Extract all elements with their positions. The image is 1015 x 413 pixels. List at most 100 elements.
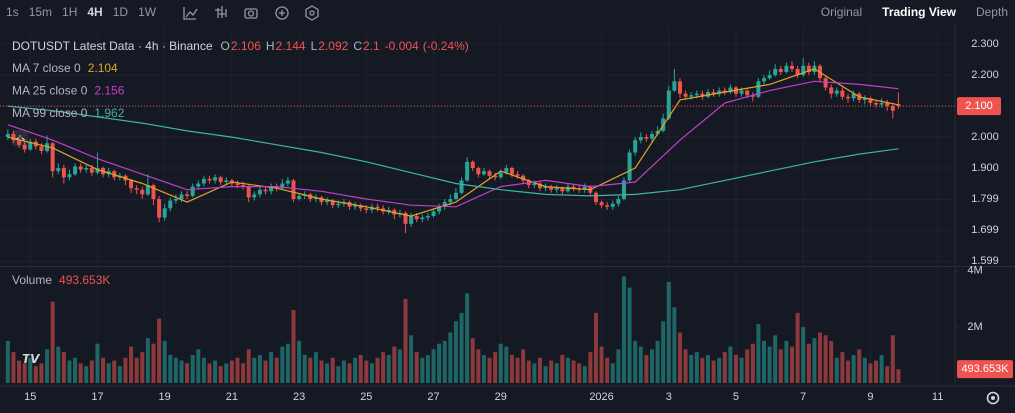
collapse-button[interactable] [12,130,28,146]
screenshot-icon[interactable] [244,8,258,19]
x-tick-label: 27 [427,391,439,403]
interval-button[interactable]: 1H [62,5,77,19]
volume-bar [806,343,811,383]
candle-body [185,194,190,196]
volume-bar [818,332,823,383]
candle-body [179,194,184,200]
chart-title: DOTUSDT Latest Data · 4h · Binance [12,39,213,53]
candle-body [683,93,688,97]
ohlc-label: O [221,39,230,53]
volume-bar [672,307,677,383]
candle-body [50,143,55,172]
collapse-chevron [15,135,25,141]
volume-bar [56,346,61,383]
volume-bar [269,352,274,383]
gear-button[interactable] [986,391,1000,405]
volume-bar [621,276,626,383]
volume-bar [129,346,134,383]
candle-body [711,92,716,94]
add-icon[interactable] [275,6,289,20]
x-tick-label: 11 [932,391,943,403]
volume-bar [644,354,649,383]
interval-button[interactable]: 1W [138,5,157,19]
candle-body [582,186,587,190]
candle-body [140,189,145,195]
volume-bar [890,335,895,383]
candle-body [145,185,150,195]
y-tick-label: 2.000 [971,131,999,143]
volume-bar [823,335,828,383]
volume-bar [521,349,526,383]
interval-button[interactable]: 15m [29,5,52,19]
volume-bar [140,352,145,383]
volume-bar [325,363,330,383]
interval-button[interactable]: 1s [6,5,19,19]
candle-body [162,208,167,218]
view-tab[interactable]: Depth [976,5,1008,19]
candle-body [425,216,430,218]
volume-bar [106,363,111,383]
volume-bar [319,360,324,383]
volume-bar [504,346,509,383]
volume-bar [308,357,313,383]
candle-body [874,102,879,105]
candle-body [151,185,156,200]
volume-bar [302,354,307,383]
volume-bar [711,360,716,383]
volume-bar [537,357,542,383]
candle-body [823,78,828,88]
volume-bar [364,360,369,383]
candle-body [649,133,654,139]
candle-body [61,168,66,178]
x-tick-label: 17 [91,391,103,403]
volume-bars [5,276,901,383]
interval-button[interactable]: 4H [87,5,102,19]
volume-bar [162,340,167,383]
candle-body [689,95,694,97]
ohlc-value: 2.092 [318,39,348,53]
candle-body [470,161,475,169]
volume-bar [868,363,873,383]
ohlc-value: 2.106 [231,39,261,53]
volume-bar [45,349,50,383]
candle-body [627,152,632,181]
candle-body [672,81,677,91]
candle-body [549,186,554,190]
volume-bar [207,363,212,383]
indicator-icon[interactable] [183,7,198,20]
candle-body [610,203,615,207]
candle-body [750,95,755,97]
settings-icon[interactable] [305,5,319,21]
volume-bar [633,340,638,383]
volume-bar [196,349,201,383]
candle-body [437,206,442,212]
candle-body [722,90,727,93]
volume-bar [241,363,246,383]
candle-body [409,216,414,224]
candle-body [28,141,33,150]
volume-bar [778,349,783,383]
add-plus [279,10,285,16]
candle-icon[interactable] [215,6,227,18]
volume-bar [151,343,156,383]
candle-body [453,192,458,200]
volume-bar [257,354,262,383]
ohlc-value: 2.144 [276,39,306,53]
volume-bar [263,360,268,383]
candle-body [274,186,279,189]
candle-body [414,216,419,220]
candle-body [739,90,744,94]
candle-body [633,140,638,153]
view-tab[interactable]: Original [821,5,862,19]
x-tick-label: 25 [360,391,372,403]
volume-bar [700,357,705,383]
volume-bar [509,354,514,383]
candle-body [806,65,811,72]
x-tick-label: 3 [666,391,672,403]
volume-bar [470,338,475,383]
change-percent: (-0.24%) [423,39,469,53]
interval-button[interactable]: 1D [113,5,129,19]
volume-bar [750,343,755,383]
volume-bar [694,352,699,383]
view-tab[interactable]: Trading View [882,5,956,19]
